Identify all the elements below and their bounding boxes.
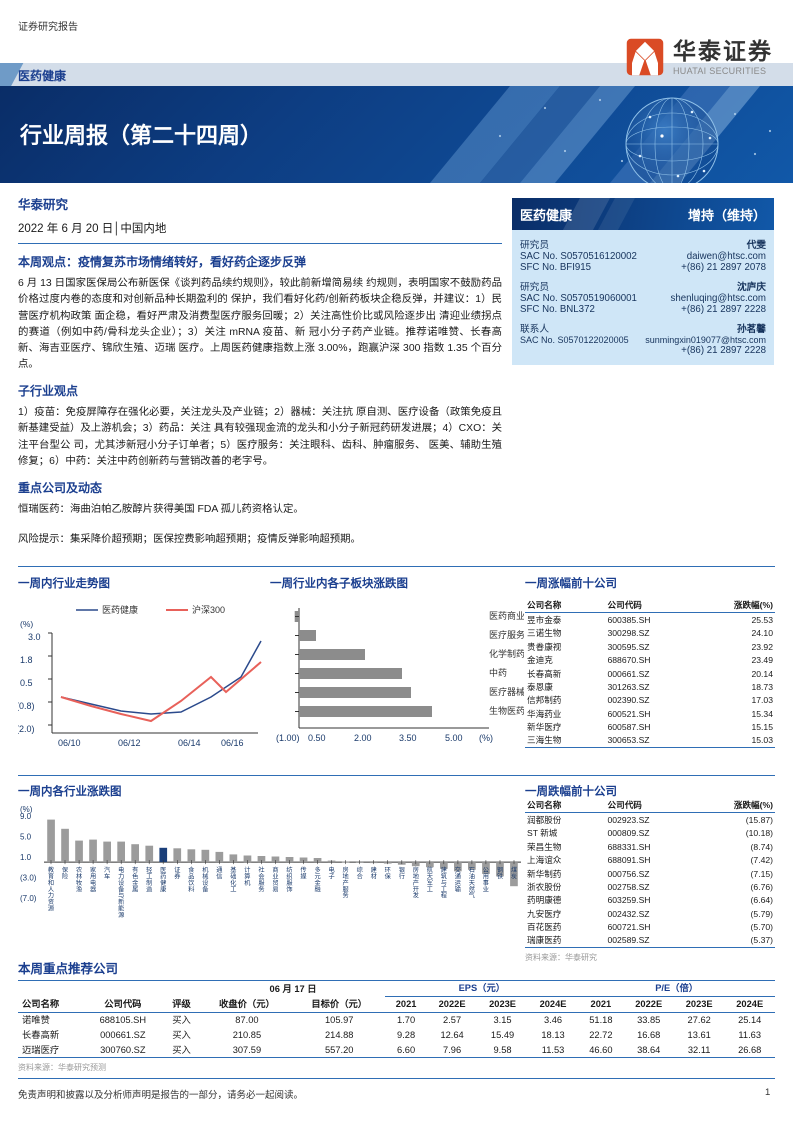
svg-text:汽车: 汽车 bbox=[104, 866, 110, 880]
svg-text:1.0: 1.0 bbox=[20, 853, 32, 862]
svg-text:房地产开发: 房地产开发 bbox=[413, 866, 419, 900]
svg-text:医疗器械: 医疗器械 bbox=[489, 686, 524, 697]
svg-text:(0.8): (0.8) bbox=[18, 701, 35, 711]
svg-text:建材: 建材 bbox=[371, 866, 377, 880]
svg-text:石油天然气: 石油天然气 bbox=[469, 867, 475, 900]
svg-text:医药健康: 医药健康 bbox=[160, 867, 166, 893]
svg-text:保险: 保险 bbox=[62, 866, 69, 880]
svg-text:家用电器: 家用电器 bbox=[90, 866, 97, 893]
svg-text:计算机: 计算机 bbox=[244, 866, 251, 887]
svg-text:环保: 环保 bbox=[385, 867, 392, 880]
svg-text:传媒: 传媒 bbox=[300, 866, 307, 880]
svg-text:银行: 银行 bbox=[399, 866, 405, 880]
svg-text:0.5: 0.5 bbox=[20, 678, 33, 688]
svg-text:电子: 电子 bbox=[329, 866, 335, 880]
svg-text:(3.0): (3.0) bbox=[20, 874, 37, 883]
svg-text:纺织服饰: 纺织服饰 bbox=[286, 866, 292, 893]
svg-text:轻工制造: 轻工制造 bbox=[146, 866, 152, 893]
svg-text:交通运输: 交通运输 bbox=[455, 866, 462, 893]
svg-text:证券: 证券 bbox=[174, 867, 181, 880]
svg-text:5.0: 5.0 bbox=[20, 833, 32, 842]
svg-text:社会服务: 社会服务 bbox=[258, 866, 264, 893]
svg-text:有色金属: 有色金属 bbox=[132, 866, 139, 893]
svg-text:(%): (%) bbox=[20, 619, 33, 629]
svg-text:通信: 通信 bbox=[216, 866, 222, 880]
svg-text:(7.0): (7.0) bbox=[20, 894, 37, 903]
svg-text:2.00: 2.00 bbox=[354, 733, 372, 743]
svg-text:中药: 中药 bbox=[489, 667, 507, 678]
svg-text:煤炭: 煤炭 bbox=[511, 866, 517, 880]
svg-text:食品饮料: 食品饮料 bbox=[188, 866, 195, 893]
svg-text:0.50: 0.50 bbox=[308, 733, 326, 743]
svg-text:(%): (%) bbox=[479, 733, 493, 743]
svg-text:医药健康: 医药健康 bbox=[102, 604, 138, 615]
svg-text:(1.00): (1.00) bbox=[276, 733, 300, 743]
svg-text:沪深300: 沪深300 bbox=[192, 604, 225, 615]
svg-text:(%): (%) bbox=[20, 806, 33, 814]
svg-text:钢铁: 钢铁 bbox=[497, 866, 503, 880]
svg-text:医疗服务: 医疗服务 bbox=[489, 629, 524, 640]
svg-text:06/14: 06/14 bbox=[178, 738, 201, 748]
svg-text:电力设备与新能源: 电力设备与新能源 bbox=[118, 866, 125, 919]
svg-text:综合: 综合 bbox=[357, 866, 363, 880]
svg-text:化学制药: 化学制药 bbox=[489, 648, 524, 659]
svg-text:生物医药: 生物医药 bbox=[489, 705, 524, 716]
svg-text:1.8: 1.8 bbox=[20, 655, 33, 665]
svg-text:公用事业: 公用事业 bbox=[483, 867, 489, 893]
svg-text:教育和人力资源: 教育和人力资源 bbox=[48, 866, 54, 912]
svg-text:农林牧渔: 农林牧渔 bbox=[76, 866, 83, 893]
svg-text:医药商业: 医药商业 bbox=[489, 610, 524, 621]
svg-text:机械设备: 机械设备 bbox=[202, 866, 209, 893]
svg-text:基础化工: 基础化工 bbox=[230, 866, 236, 893]
svg-text:3.0: 3.0 bbox=[28, 632, 41, 642]
svg-text:5.00: 5.00 bbox=[445, 733, 463, 743]
svg-text:06/16: 06/16 bbox=[221, 738, 244, 748]
svg-text:3.50: 3.50 bbox=[399, 733, 417, 743]
svg-text:航天军工: 航天军工 bbox=[427, 866, 433, 893]
svg-text:(2.0): (2.0) bbox=[18, 724, 35, 734]
svg-text:06/10: 06/10 bbox=[58, 738, 81, 748]
svg-text:商业贸易: 商业贸易 bbox=[272, 866, 278, 893]
svg-text:建筑与工程: 建筑与工程 bbox=[441, 866, 448, 900]
svg-text:多元金融: 多元金融 bbox=[315, 866, 322, 893]
svg-text:房地产服务: 房地产服务 bbox=[343, 866, 349, 900]
svg-text:06/12: 06/12 bbox=[118, 738, 141, 748]
